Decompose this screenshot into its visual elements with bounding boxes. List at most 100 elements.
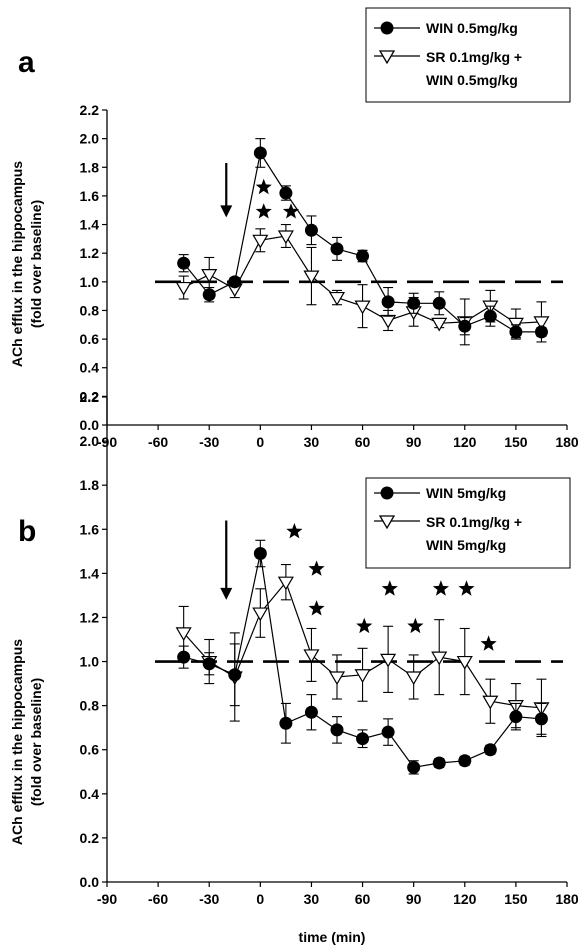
legend-label-sr-line2: WIN 5mg/kg	[426, 537, 506, 553]
y-axis-label-line1: ACh efflux in the hippocampus	[9, 161, 25, 367]
legend-triangle-marker	[378, 50, 396, 65]
data-point-circle	[483, 309, 497, 323]
panel-a-ylabel: ACh efflux in the hippocampus (fold over…	[9, 161, 44, 367]
x-tick-label: 150	[504, 434, 528, 450]
data-point-circle	[458, 754, 472, 768]
data-point-triangle	[328, 671, 346, 686]
significance-star	[282, 203, 300, 219]
data-point-circle	[356, 249, 370, 263]
y-axis-label-line2: (fold over baseline)	[28, 200, 44, 328]
y-tick-label: 1.2	[80, 609, 100, 625]
data-point-circle	[304, 223, 318, 237]
y-tick-label: 2.2	[80, 102, 100, 118]
y-tick-label: 1.4	[80, 217, 100, 233]
panel-a-label: a	[18, 46, 35, 79]
data-point-triangle	[328, 291, 346, 306]
data-point-circle	[304, 705, 318, 719]
y-tick-label: 0.4	[80, 360, 100, 376]
y-axis-label-line1: ACh efflux in the hippocampus	[9, 639, 25, 845]
legend-circle-marker	[380, 486, 394, 500]
x-tick-label: 180	[555, 891, 578, 907]
data-point-circle	[202, 288, 216, 302]
data-point-triangle	[354, 300, 371, 315]
data-point-triangle	[380, 314, 397, 329]
x-tick-label: 120	[453, 434, 477, 450]
legend-label-sr-line2: WIN 0.5mg/kg	[426, 72, 518, 88]
data-point-circle	[253, 146, 267, 160]
data-point-circle	[228, 275, 242, 289]
data-point-triangle	[252, 234, 269, 249]
data-point-circle	[381, 725, 395, 739]
x-tick-label: -90	[97, 891, 117, 907]
x-tick-label: 60	[355, 434, 371, 450]
data-point-circle	[381, 295, 395, 309]
data-point-triangle	[277, 576, 294, 591]
data-point-circle	[356, 732, 370, 746]
data-point-triangle	[533, 316, 550, 331]
y-tick-label: 0.6	[80, 331, 100, 347]
panel-b-legend: WIN 5mg/kg SR 0.1mg/kg + WIN 5mg/kg	[365, 477, 571, 569]
x-tick-label: 180	[555, 434, 578, 450]
x-tick-label: 90	[406, 434, 422, 450]
significance-star	[255, 203, 272, 219]
x-tick-label: 30	[304, 434, 320, 450]
significance-star	[432, 580, 449, 596]
significance-star	[356, 617, 373, 634]
y-tick-label: 1.4	[80, 565, 100, 581]
y-tick-label: 1.2	[80, 245, 100, 261]
data-point-triangle	[303, 270, 320, 285]
data-point-triangle	[431, 317, 448, 332]
data-point-circle	[228, 668, 242, 682]
panel-b: b WIN 5mg/kg SR 0.1mg/kg + WIN 5mg/kg AC…	[9, 389, 578, 945]
y-tick-label: 0.2	[80, 830, 100, 846]
data-point-circle	[330, 723, 344, 737]
data-point-circle	[483, 743, 497, 757]
significance-star	[308, 600, 325, 616]
x-tick-label: 60	[355, 891, 371, 907]
y-tick-label: 1.6	[80, 188, 100, 204]
y-tick-label: 0.0	[80, 417, 100, 433]
data-point-circle	[202, 657, 216, 671]
x-axis-label: time (min)	[299, 929, 366, 945]
data-point-circle	[177, 256, 191, 270]
legend-circle-marker	[380, 21, 394, 35]
x-tick-label: -60	[148, 434, 168, 450]
panel-a: a WIN 0.5mg/kg SR 0.1mg/kg + WIN 0.5mg/k…	[9, 7, 578, 450]
y-tick-label: 0.4	[80, 786, 100, 802]
data-point-circle	[534, 712, 548, 726]
data-point-triangle	[456, 655, 473, 670]
data-point-triangle	[252, 607, 269, 622]
y-tick-label: 0.8	[80, 302, 100, 318]
data-point-circle	[330, 242, 344, 256]
x-tick-label: 0	[256, 434, 264, 450]
data-point-triangle	[354, 669, 371, 683]
data-point-triangle	[380, 653, 397, 668]
panel-a-legend: WIN 0.5mg/kg SR 0.1mg/kg + WIN 0.5mg/kg	[365, 7, 571, 103]
data-point-circle	[279, 186, 293, 200]
significance-star	[407, 617, 424, 634]
legend-triangle-marker	[378, 515, 396, 530]
data-point-circle	[432, 296, 446, 310]
panel-b-ylabel: ACh efflux in the hippocampus (fold over…	[9, 639, 44, 845]
y-tick-label: 0.0	[80, 874, 100, 890]
data-point-triangle	[201, 269, 218, 283]
y-tick-label: 0.8	[80, 698, 100, 714]
significance-star	[458, 580, 475, 596]
y-tick-label: 1.0	[80, 274, 100, 290]
x-tick-label: -60	[148, 891, 168, 907]
data-point-triangle	[175, 627, 192, 642]
data-point-circle	[509, 710, 523, 724]
plot-area-a: 0.00.20.40.60.81.01.21.41.61.82.02.2-90-…	[80, 102, 578, 450]
y-tick-label: 1.8	[80, 159, 100, 175]
y-tick-label: 0.6	[80, 742, 100, 758]
legend-frame	[365, 7, 571, 103]
data-point-circle	[253, 547, 267, 561]
data-point-circle	[407, 760, 421, 774]
data-point-circle	[458, 319, 472, 333]
data-point-circle	[432, 756, 446, 770]
injection-arrow-head	[220, 587, 233, 600]
panel-b-label: b	[18, 515, 36, 548]
significance-star	[308, 560, 325, 576]
x-tick-label: 0	[256, 891, 264, 907]
